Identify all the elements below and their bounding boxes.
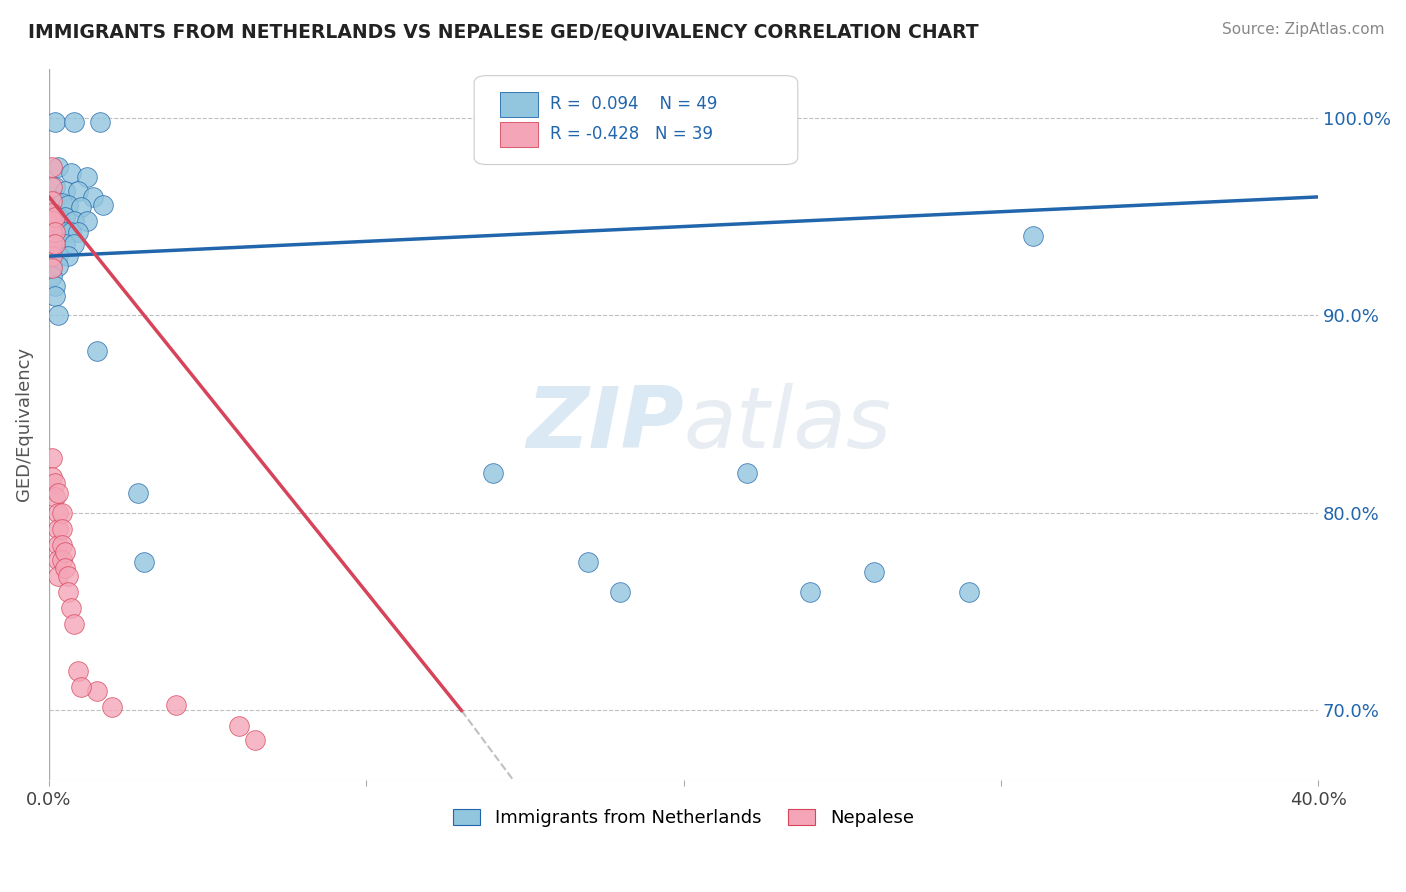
Point [41, 210, 63, 224]
Point [53, 210, 76, 224]
Point [41, 259, 63, 273]
Point [863, 565, 886, 579]
Point [89, 115, 111, 129]
Point [60, 166, 83, 180]
Point [48, 210, 70, 224]
Text: ZIP: ZIP [526, 383, 683, 466]
Point [44, 210, 66, 224]
Point [51, 522, 73, 536]
Point [69, 200, 91, 214]
Point [41, 237, 63, 252]
Point [735, 467, 758, 481]
Text: Source: ZipAtlas.com: Source: ZipAtlas.com [1222, 22, 1385, 37]
Point [41, 161, 63, 175]
Point [53, 184, 76, 198]
Point [53, 237, 76, 252]
Point [86, 343, 108, 358]
Point [799, 585, 821, 599]
Point [48, 235, 70, 250]
Point [48, 569, 70, 583]
Point [91, 198, 114, 212]
Text: R =  0.094    N = 49: R = 0.094 N = 49 [550, 95, 717, 113]
Point [63, 237, 86, 252]
Point [63, 616, 86, 631]
Point [44, 226, 66, 240]
Point [60, 600, 83, 615]
Point [48, 486, 70, 500]
Legend: Immigrants from Netherlands, Nepalese: Immigrants from Netherlands, Nepalese [446, 802, 921, 835]
Point [53, 545, 76, 559]
Point [41, 194, 63, 208]
Point [66, 226, 89, 240]
Point [576, 555, 599, 569]
FancyBboxPatch shape [474, 76, 797, 164]
Point [48, 553, 70, 567]
Point [41, 213, 63, 227]
Point [56, 198, 79, 212]
Point [48, 223, 70, 237]
Point [48, 161, 70, 175]
Point [69, 680, 91, 694]
Point [41, 245, 63, 260]
Point [86, 683, 108, 698]
Point [228, 719, 250, 733]
Point [44, 194, 66, 208]
Point [48, 537, 70, 551]
Point [51, 506, 73, 520]
Point [63, 115, 86, 129]
FancyBboxPatch shape [499, 92, 537, 117]
Point [41, 219, 63, 234]
Point [48, 309, 70, 323]
Point [482, 467, 505, 481]
Point [56, 585, 79, 599]
Point [41, 260, 63, 275]
Point [60, 226, 83, 240]
Point [44, 490, 66, 504]
Text: R = -0.428   N = 39: R = -0.428 N = 39 [550, 125, 713, 143]
Point [127, 486, 149, 500]
Point [44, 115, 66, 129]
Point [41, 180, 63, 194]
Point [44, 278, 66, 293]
Point [101, 699, 124, 714]
Point [134, 555, 156, 569]
Point [245, 733, 267, 747]
Point [41, 205, 63, 219]
Point [609, 585, 631, 599]
Text: IMMIGRANTS FROM NETHERLANDS VS NEPALESE GED/EQUIVALENCY CORRELATION CHART: IMMIGRANTS FROM NETHERLANDS VS NEPALESE … [28, 22, 979, 41]
Point [48, 522, 70, 536]
Point [44, 476, 66, 491]
Point [44, 237, 66, 252]
Point [56, 569, 79, 583]
Point [53, 561, 76, 575]
Point [66, 184, 89, 198]
Point [41, 233, 63, 247]
Point [76, 170, 98, 185]
Point [76, 213, 98, 227]
Point [957, 585, 980, 599]
Point [63, 213, 86, 227]
Point [41, 470, 63, 484]
Point [82, 190, 104, 204]
Point [41, 450, 63, 465]
Point [56, 249, 79, 263]
FancyBboxPatch shape [499, 122, 537, 147]
Point [44, 180, 66, 194]
Point [48, 249, 70, 263]
Point [48, 506, 70, 520]
Point [51, 553, 73, 567]
Point [165, 698, 187, 712]
Point [41, 268, 63, 283]
Text: atlas: atlas [683, 383, 891, 466]
Point [44, 288, 66, 302]
Point [51, 537, 73, 551]
Point [53, 226, 76, 240]
Point [41, 249, 63, 263]
Y-axis label: GED/Equivalency: GED/Equivalency [15, 347, 32, 501]
Point [48, 259, 70, 273]
Point [41, 226, 63, 240]
Point [1021, 229, 1043, 244]
Point [51, 195, 73, 210]
Point [66, 664, 89, 678]
